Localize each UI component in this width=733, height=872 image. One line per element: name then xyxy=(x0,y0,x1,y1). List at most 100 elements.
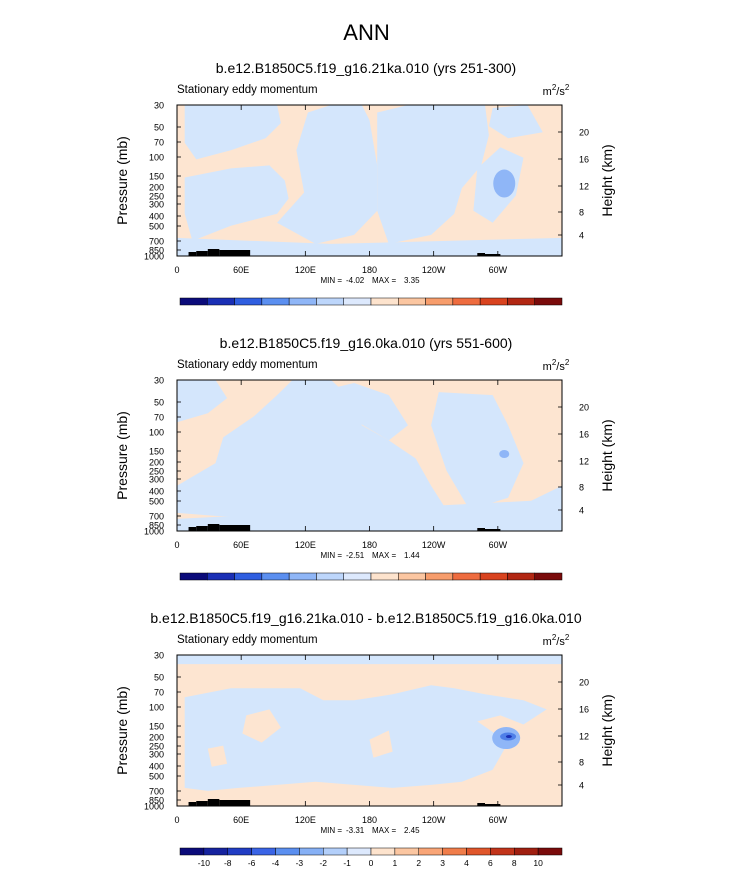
y-tick-label: 100 xyxy=(149,153,164,163)
y-tick-label: 400 xyxy=(149,487,164,497)
y-axis-label: Pressure (mb) xyxy=(114,136,130,225)
y-right-tick-label: 20 xyxy=(579,128,589,138)
x-tick-label: 120W xyxy=(422,540,446,550)
colorbar-swatch xyxy=(370,847,396,856)
y-right-tick-label: 4 xyxy=(579,231,584,241)
y-tick-label: 200 xyxy=(149,733,164,743)
terrain-block xyxy=(188,252,197,256)
y-right-axis-label: Height (km) xyxy=(599,144,615,216)
terrain-block xyxy=(219,250,251,256)
positive-region xyxy=(207,745,228,767)
colorbar-label: -2 xyxy=(344,308,352,310)
colorbar-label: -10 xyxy=(295,583,308,585)
colorbar-label: 1 xyxy=(393,858,398,868)
y-axis-label: Pressure (mb) xyxy=(114,411,130,500)
colorbar-label: 2 xyxy=(392,583,397,585)
y-tick-label: 30 xyxy=(154,376,164,386)
negative-region xyxy=(184,165,289,241)
y-tick-label: 50 xyxy=(154,123,164,133)
colorbar-swatch xyxy=(398,297,426,306)
terrain-block xyxy=(196,801,208,806)
colorbar-swatch xyxy=(323,847,348,856)
terrain-block xyxy=(219,525,251,531)
colorbar-swatch xyxy=(490,847,515,856)
colorbar-label: 2 xyxy=(392,308,397,310)
colorbar-swatch xyxy=(275,847,300,856)
colorbar-label: -8 xyxy=(224,858,232,868)
y-tick-label: 150 xyxy=(149,172,164,182)
y-tick-label: 150 xyxy=(149,722,164,732)
y-tick-label: 850 xyxy=(149,796,164,806)
y-tick-label: 400 xyxy=(149,212,164,222)
colorbar-label: 8 xyxy=(512,858,517,868)
negative-region xyxy=(177,380,447,519)
units-label: m2/s2 xyxy=(543,358,570,373)
max-value: 2.45 xyxy=(404,826,420,835)
y-tick-label: 150 xyxy=(149,447,164,457)
colorbar-swatch xyxy=(288,297,317,306)
x-tick-label: 60W xyxy=(489,540,508,550)
colorbar-label: 0 xyxy=(369,858,374,868)
y-tick-label: 850 xyxy=(149,521,164,531)
colorbar-label: 30 xyxy=(530,308,540,310)
max-value: 1.44 xyxy=(404,551,420,560)
colorbar-swatch xyxy=(207,572,235,581)
colorbar-label: -6 xyxy=(248,858,256,868)
y-tick-label: 70 xyxy=(154,413,164,423)
colorbar-swatch xyxy=(466,847,491,856)
colorbar-swatch xyxy=(479,297,508,306)
colorbar-swatch xyxy=(398,572,426,581)
x-tick-label: 0 xyxy=(174,540,179,550)
max-label: MAX = xyxy=(372,826,397,835)
chart-panel-3: b.e12.B1850C5.f19_g16.21ka.010 - b.e12.B… xyxy=(114,610,615,868)
colorbar-label: -30 xyxy=(201,308,214,310)
x-tick-label: 60E xyxy=(233,815,249,825)
colorbar-swatch xyxy=(507,297,535,306)
y-right-tick-label: 20 xyxy=(579,678,589,688)
negative-region xyxy=(177,485,562,531)
y-tick-label: 400 xyxy=(149,762,164,772)
units-label: m2/s2 xyxy=(543,83,570,98)
y-right-tick-label: 12 xyxy=(579,182,589,192)
chart-panel-2: b.e12.B1850C5.f19_g16.0ka.010 (yrs 551-6… xyxy=(114,335,615,585)
x-tick-label: 0 xyxy=(174,815,179,825)
x-tick-label: 180 xyxy=(362,265,377,275)
terrain-block xyxy=(207,249,220,256)
max-value: 3.35 xyxy=(404,276,420,285)
terrain-block xyxy=(188,802,197,806)
colorbar-label: 4 xyxy=(464,858,469,868)
y-right-tick-label: 12 xyxy=(579,457,589,467)
terrain-block xyxy=(188,527,197,531)
colorbar-label: 30 xyxy=(530,583,540,585)
colorbar-label: -20 xyxy=(248,308,261,310)
x-tick-label: 120E xyxy=(295,265,316,275)
y-axis-label: Pressure (mb) xyxy=(114,686,130,775)
colorbar-label: -3 xyxy=(296,858,304,868)
min-value: -3.31 xyxy=(346,826,365,835)
chart-panel-1: b.e12.B1850C5.f19_g16.21ka.010 (yrs 251-… xyxy=(114,60,615,310)
terrain-block xyxy=(477,803,485,806)
min-label: MIN = xyxy=(320,551,342,560)
colorbar-swatch xyxy=(442,847,467,856)
colorbar-swatch xyxy=(534,572,563,581)
y-tick-label: 250 xyxy=(149,467,164,477)
colorbar-swatch xyxy=(261,297,290,306)
negative-region xyxy=(177,380,228,423)
y-tick-label: 70 xyxy=(154,138,164,148)
y-tick-label: 100 xyxy=(149,428,164,438)
chart-subtitle: Stationary eddy momentum xyxy=(177,84,318,96)
y-tick-label: 500 xyxy=(149,772,164,782)
negative-region xyxy=(377,105,489,244)
min-label: MIN = xyxy=(320,826,342,835)
colorbar-swatch xyxy=(370,572,399,581)
x-tick-label: 120W xyxy=(422,265,446,275)
colorbar-label: 10 xyxy=(436,308,446,310)
chart-title: b.e12.B1850C5.f19_g16.0ka.010 (yrs 551-6… xyxy=(220,335,513,351)
y-right-tick-label: 8 xyxy=(579,483,584,493)
figure-title: ANN xyxy=(343,20,390,45)
negative-region xyxy=(315,383,408,441)
x-tick-label: 180 xyxy=(362,815,377,825)
colorbar-swatch xyxy=(479,572,508,581)
minimum-contour xyxy=(493,169,516,198)
y-tick-label: 500 xyxy=(149,497,164,507)
